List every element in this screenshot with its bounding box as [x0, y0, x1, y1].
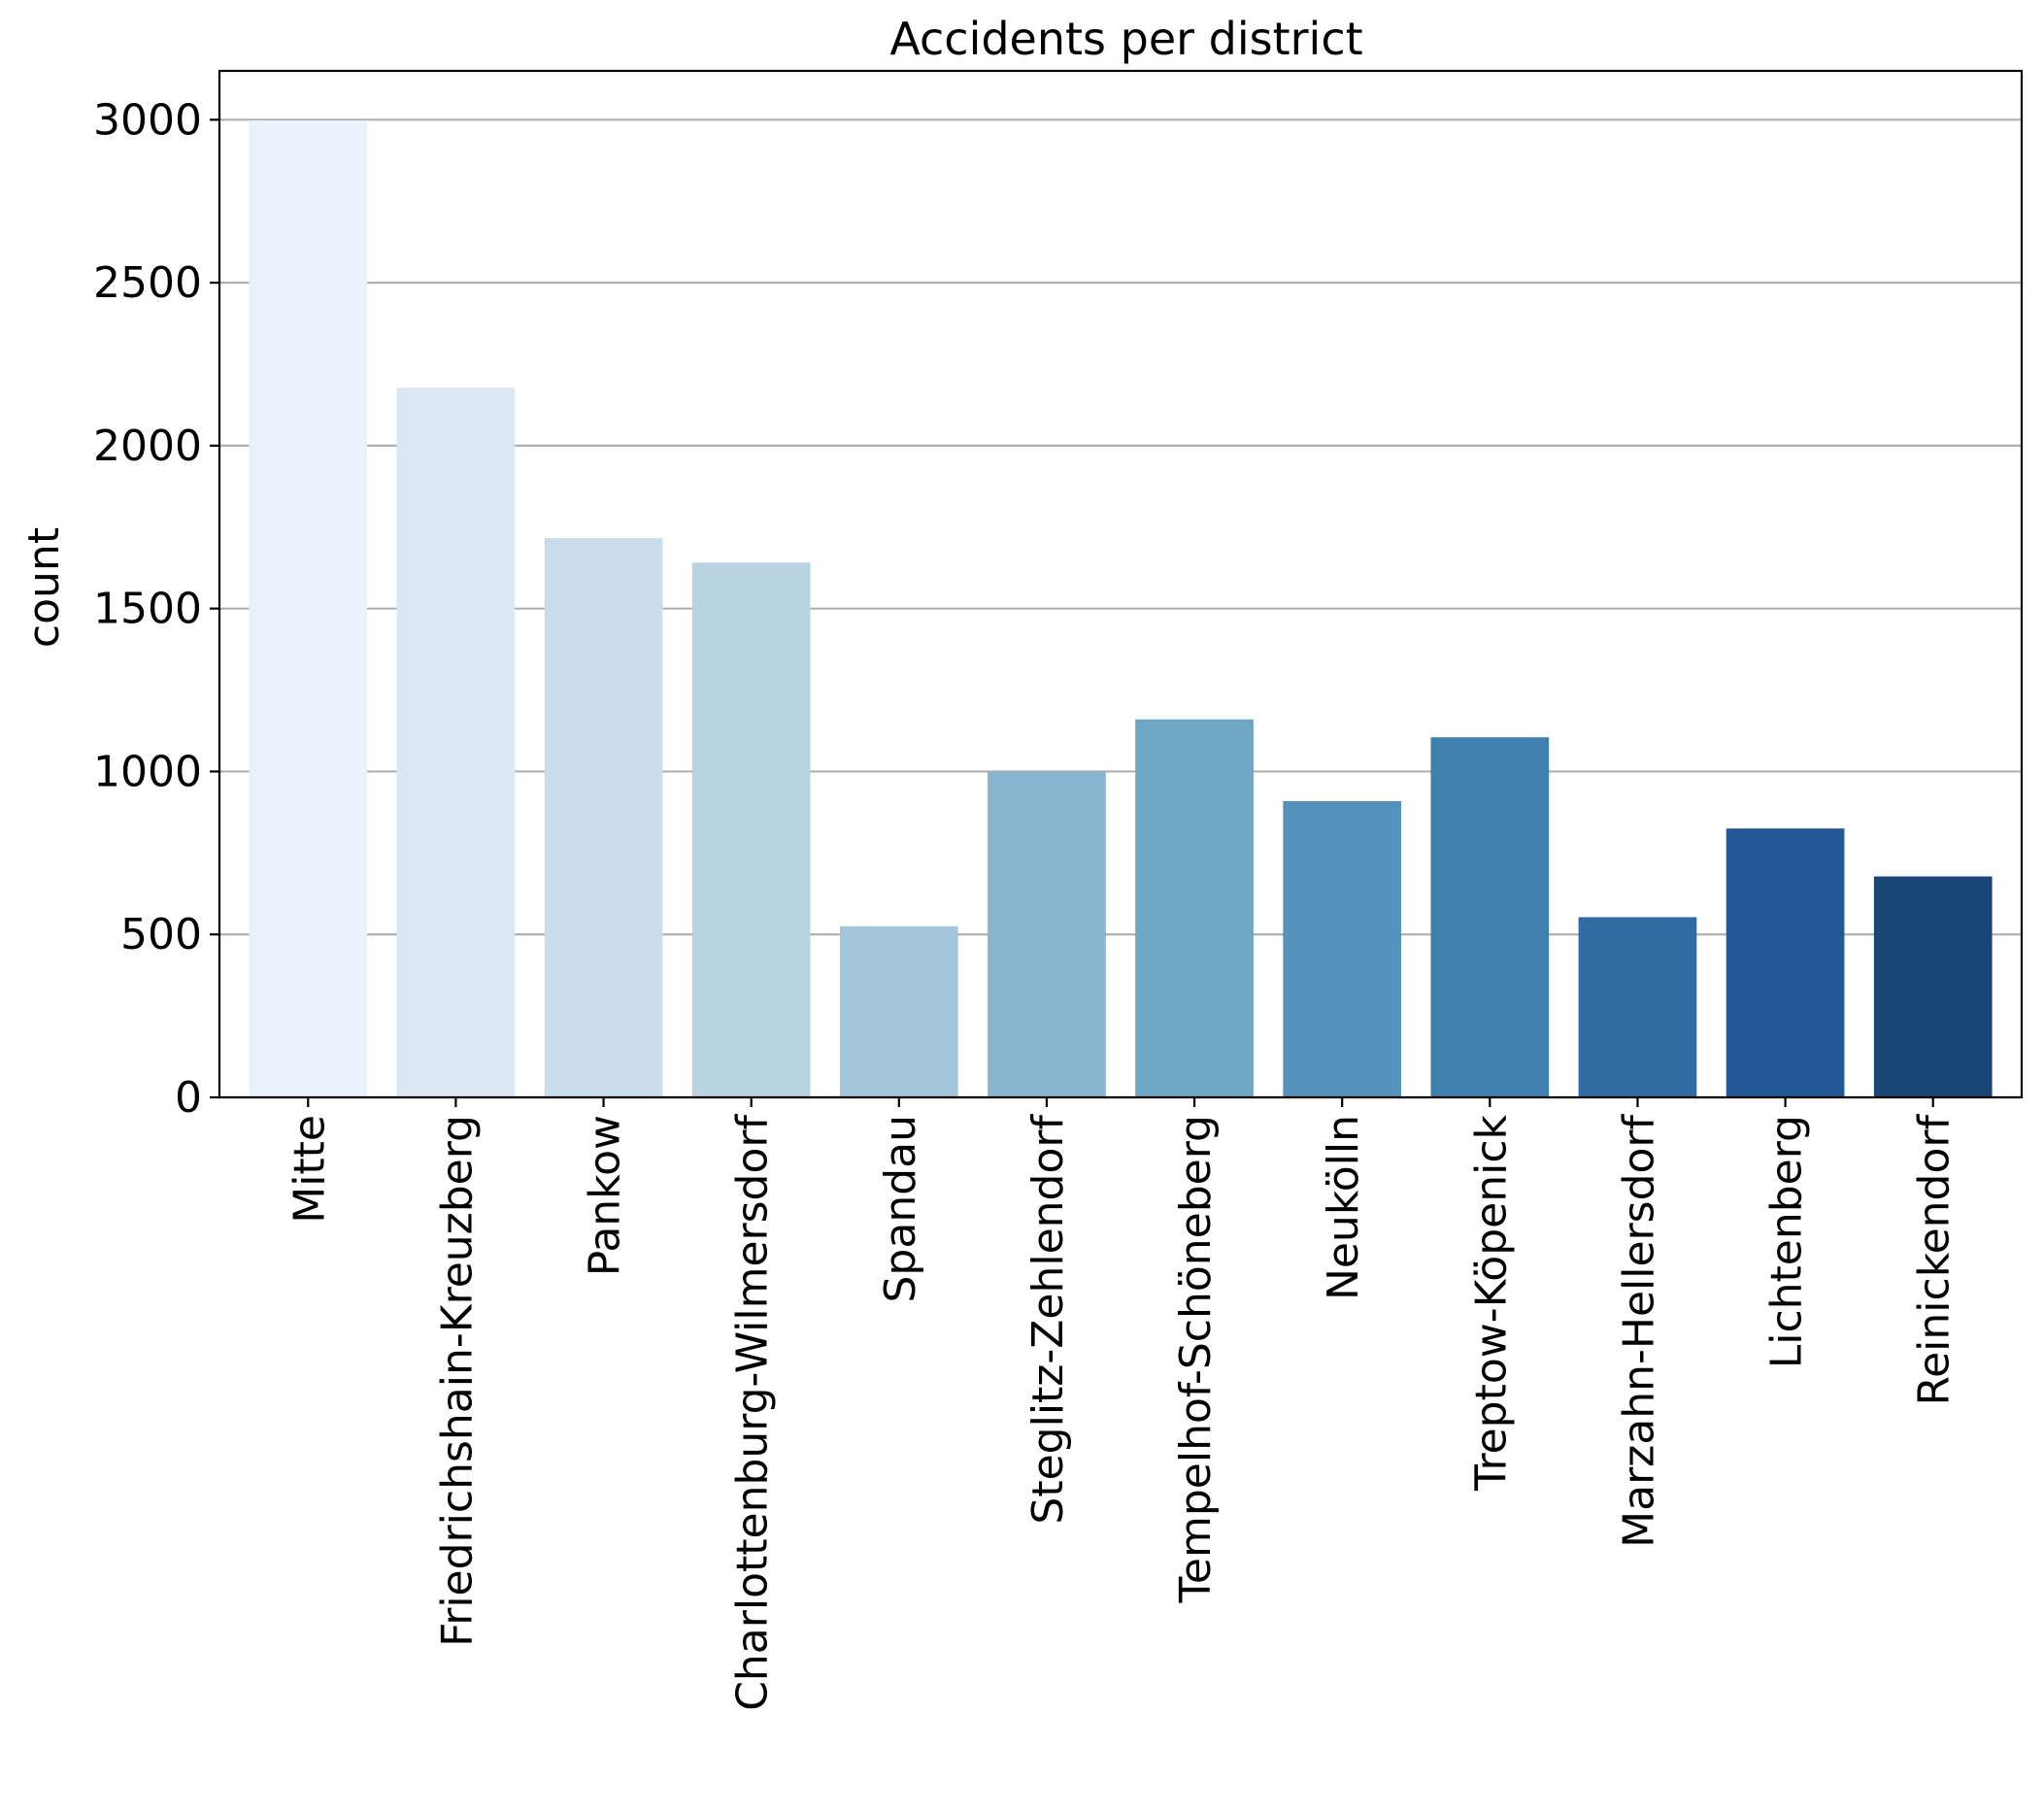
x-tick-label: Friedrichshain-Kreuzberg [432, 1115, 482, 1647]
x-tick-label: Mitte [285, 1115, 334, 1224]
y-axis: 0 500 1000 1500 2000 2500 3000 [93, 95, 219, 1123]
y-tick-label: 1000 [93, 747, 202, 796]
bar-treptow-köpenick [1430, 737, 1550, 1097]
bar-tempelhof-schöneberg [1135, 719, 1254, 1097]
bar-lichtenberg [1726, 828, 1845, 1097]
bar-charlottenburg-wilmersdorf [691, 562, 811, 1097]
x-tick-label: Charlottenburg-Wilmersdorf [728, 1114, 778, 1711]
bar-steglitz-zehlendorf [988, 771, 1106, 1097]
y-tick-label: 2000 [93, 421, 202, 471]
x-tick-label: Tempelhof-Schöneberg [1171, 1115, 1221, 1603]
x-tick-label: Reinickendorf [1910, 1113, 1960, 1405]
x-tick-label: Marzahn-Hellersdorf [1614, 1113, 1663, 1547]
bar-reinickendorf [1873, 876, 1993, 1097]
bars [249, 120, 1993, 1097]
chart-title: Accidents per district [889, 13, 1362, 65]
bar-marzahn-hellersdorf [1578, 917, 1697, 1097]
bar-friedrichshain-kreuzberg [396, 387, 516, 1097]
y-tick-label: 3000 [93, 95, 202, 145]
x-tick-label: Lichtenberg [1762, 1115, 1812, 1368]
gridlines [219, 118, 2022, 1099]
x-tick-label: Steglitz-Zehlendorf [1023, 1114, 1073, 1525]
x-tick-label: Neukölln [1319, 1115, 1368, 1300]
bar-mitte [249, 120, 368, 1097]
y-tick-label: 500 [120, 910, 202, 959]
bar-pankow [544, 538, 663, 1097]
bar-neukölln [1283, 800, 1402, 1097]
x-tick-label: Pankow [581, 1115, 630, 1276]
x-tick-label: Spandau [876, 1115, 925, 1303]
y-tick-label: 1500 [93, 585, 202, 634]
x-tick-label: Treptow-Köpenick [1466, 1114, 1516, 1491]
y-tick-label: 2500 [93, 258, 202, 308]
y-tick-label: 0 [175, 1073, 202, 1123]
plot-frame [218, 69, 2024, 1099]
y-axis-label: count [19, 527, 69, 648]
bar-spandau [839, 925, 958, 1097]
x-axis: Mitte Friedrichshain-Kreuzberg Pankow Charl… [285, 1097, 1960, 1711]
